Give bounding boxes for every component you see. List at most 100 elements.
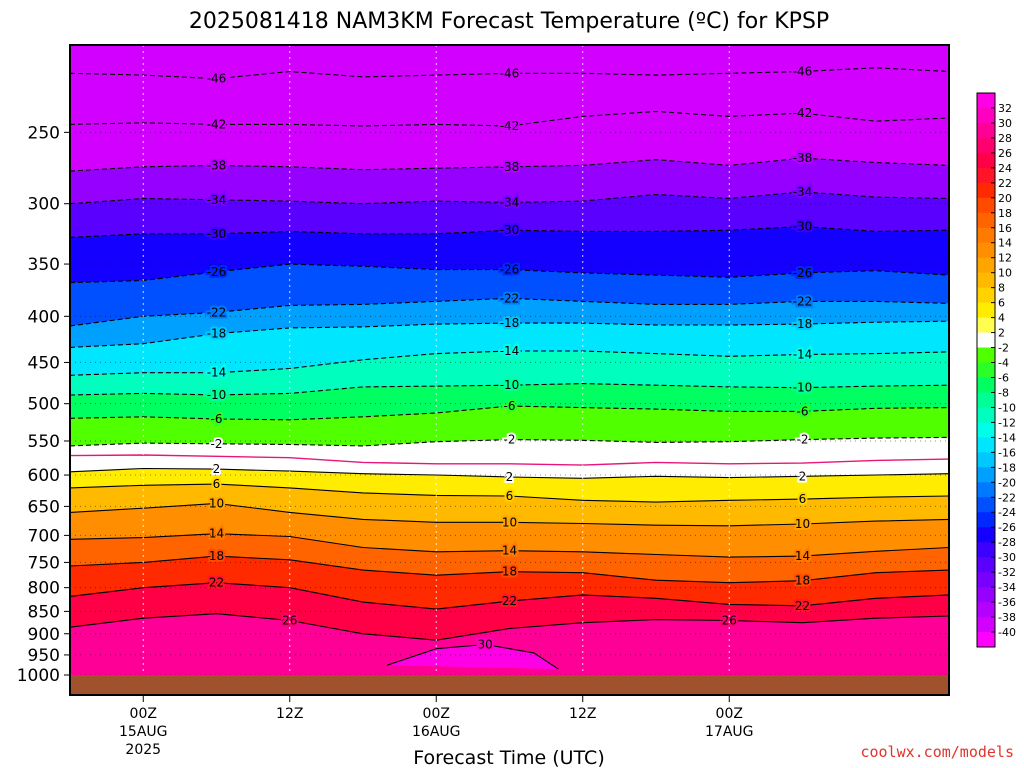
isotherm-18 xyxy=(70,555,949,584)
colorbar-swatch xyxy=(977,332,995,349)
isotherm-label: -46 xyxy=(793,65,813,79)
colorbar-label: -32 xyxy=(998,566,1016,579)
colorbar-swatch xyxy=(977,377,995,393)
temperature-band xyxy=(70,111,949,172)
isotherm-label: 10 xyxy=(502,515,517,529)
colorbar-label: -40 xyxy=(998,626,1016,639)
isotherm-label: 22 xyxy=(502,594,517,608)
isotherm-10 xyxy=(70,502,949,527)
y-tick-label: 500 xyxy=(28,395,60,415)
isotherm-label: -2 xyxy=(797,433,809,447)
colorbar-swatch xyxy=(977,257,995,274)
isotherm-label: 26 xyxy=(282,614,297,628)
y-tick-label: 550 xyxy=(28,432,60,452)
plot-frame xyxy=(69,44,950,696)
colorbar-label: 8 xyxy=(998,282,1005,295)
y-tick-label: 450 xyxy=(28,353,60,373)
isotherm-label: -14 xyxy=(207,366,227,380)
colorbar-label: -30 xyxy=(998,551,1016,564)
temperature-band xyxy=(70,158,949,204)
x-tick-label: 00Z xyxy=(423,706,450,722)
colorbar-label: -18 xyxy=(998,461,1016,474)
isotherm-label: -2 xyxy=(504,433,516,447)
isotherm--30 xyxy=(70,225,949,238)
isotherm-label: 6 xyxy=(799,492,807,506)
isotherm-label: -38 xyxy=(793,151,813,165)
colorbar-swatch xyxy=(977,272,995,289)
warm-pocket xyxy=(387,644,559,670)
isotherm-label: -46 xyxy=(500,66,520,80)
isotherm-label: -6 xyxy=(504,399,516,413)
isotherm-label: -26 xyxy=(793,266,813,280)
colorbar-swatch xyxy=(977,93,995,109)
y-tick-label: 900 xyxy=(28,625,60,645)
colorbar-label: -36 xyxy=(998,596,1016,609)
x-tick-label: 12Z xyxy=(569,706,596,722)
colorbar-swatch xyxy=(977,227,995,244)
isotherm-label: 30 xyxy=(477,638,492,652)
isotherm-label: -34 xyxy=(500,195,520,209)
isotherm--10 xyxy=(70,383,949,396)
colorbar-swatch xyxy=(977,392,995,408)
colorbar-label: -16 xyxy=(998,446,1016,459)
isotherm-label: 14 xyxy=(209,527,224,541)
y-tick-label: 750 xyxy=(28,553,60,573)
x-tick-label: 2025 xyxy=(125,742,161,758)
colorbar-label: 14 xyxy=(998,237,1012,250)
isotherm-label: 10 xyxy=(209,496,224,510)
colorbar-swatch xyxy=(977,542,995,558)
colorbar-label: 32 xyxy=(998,102,1012,115)
colorbar-swatch xyxy=(977,587,995,603)
plot-area: -46 -46 -46 -42 -42 -42 -38 -38 -38 -34 -34 -34 -30 -… xyxy=(69,44,950,696)
y-tick-label: 300 xyxy=(28,195,60,215)
colorbar-swatch xyxy=(977,197,995,214)
credit-text: coolwx.com/models xyxy=(860,743,1014,761)
colorbar-label: 2 xyxy=(998,327,1005,340)
colorbar-swatch xyxy=(977,317,995,334)
colorbar-swatch xyxy=(977,617,995,633)
colorbar-swatch xyxy=(977,167,995,184)
temperature-bands xyxy=(70,45,949,675)
chart-title: 2025081418 NAM3KM Forecast Temperature (… xyxy=(189,9,829,34)
isotherm--22 xyxy=(70,297,949,327)
x-tick-label: 17AUG xyxy=(705,724,754,740)
isotherm-14 xyxy=(70,533,949,558)
isotherm--14 xyxy=(70,350,949,376)
isotherm-label: 18 xyxy=(502,565,517,579)
colorbar-label: -10 xyxy=(998,401,1016,414)
isotherm-0 xyxy=(70,454,949,466)
temperature-band xyxy=(70,383,949,420)
temperature-band xyxy=(70,556,949,610)
x-tick-label: 00Z xyxy=(716,706,743,722)
isotherm-label: 18 xyxy=(795,574,810,588)
colorbar-label: -2 xyxy=(998,342,1009,355)
colorbar-label: 18 xyxy=(998,207,1012,220)
temperature-band xyxy=(70,613,949,675)
isotherm-22 xyxy=(70,582,949,610)
colorbar-label: -22 xyxy=(998,491,1016,504)
isotherm-label: 14 xyxy=(502,544,517,558)
isotherm-label: -6 xyxy=(211,412,223,426)
colorbar-swatch xyxy=(977,107,995,124)
temperature-band xyxy=(70,468,949,503)
isotherm--34 xyxy=(70,191,949,205)
isotherm-label: -14 xyxy=(500,344,520,358)
colorbar-swatch xyxy=(977,572,995,588)
colorbar-swatch xyxy=(977,362,995,378)
y-tick-label: 850 xyxy=(28,602,60,622)
colorbar-label: 6 xyxy=(998,297,1005,310)
isotherm-6 xyxy=(70,483,949,503)
isotherm-label: 14 xyxy=(795,549,810,563)
colorbar-swatch xyxy=(977,422,995,438)
isotherm-label: -10 xyxy=(500,378,520,392)
y-tick-label: 950 xyxy=(28,646,60,666)
colorbar-swatch xyxy=(977,347,995,364)
colorbar-label: -8 xyxy=(998,386,1009,399)
isotherm-label: -46 xyxy=(207,72,227,86)
colorbar-label: -26 xyxy=(998,521,1016,534)
colorbar-label: -24 xyxy=(998,506,1016,519)
ground-surface xyxy=(70,675,949,695)
isotherm-30 xyxy=(387,643,559,670)
colorbar-label: 30 xyxy=(998,117,1012,130)
colorbar-swatch xyxy=(977,497,995,513)
